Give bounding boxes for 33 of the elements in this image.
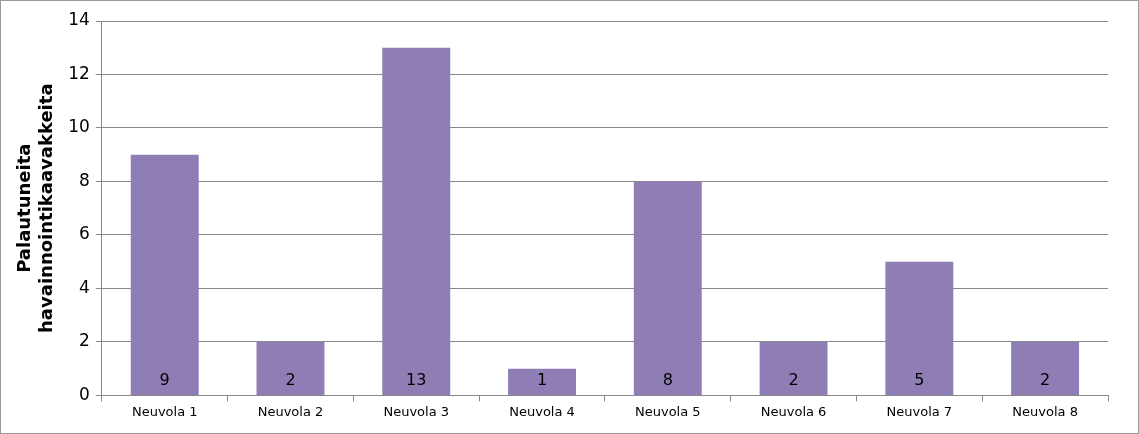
bar xyxy=(130,154,199,395)
bar xyxy=(1011,341,1080,395)
y-tick-label: 12 xyxy=(68,62,90,83)
x-tick-label: Neuvola 2 xyxy=(257,403,324,419)
y-tick-label: 6 xyxy=(79,223,90,244)
bar xyxy=(256,341,325,395)
y-tick-label: 4 xyxy=(79,276,90,297)
bar xyxy=(885,261,954,395)
x-tick-label: Neuvola 5 xyxy=(635,403,701,419)
y-tick-label: 8 xyxy=(79,169,90,190)
x-tick-label: Neuvola 7 xyxy=(886,403,953,419)
y-tick-label: 10 xyxy=(68,116,90,137)
data-label: 2 xyxy=(788,370,799,390)
data-label: 2 xyxy=(1040,370,1051,390)
data-label: 5 xyxy=(914,370,925,390)
x-tick-label: Neuvola 3 xyxy=(383,403,450,419)
bar xyxy=(759,341,828,395)
y-axis-title: Palautuneita havainnointikaavakkeita xyxy=(13,83,57,333)
x-tick-label: Neuvola 6 xyxy=(760,403,827,419)
y-tick-label: 0 xyxy=(79,383,90,404)
bar xyxy=(508,368,576,395)
x-tick-label: Neuvola 4 xyxy=(509,403,575,419)
y-tick-label: 2 xyxy=(79,330,90,351)
bar xyxy=(382,47,451,395)
data-label: 8 xyxy=(662,370,673,390)
data-label: 2 xyxy=(285,370,296,390)
data-label: 1 xyxy=(536,370,548,390)
y-tick-label: 14 xyxy=(68,9,90,30)
data-label: 13 xyxy=(406,370,427,390)
x-tick-label: Neuvola 1 xyxy=(131,403,198,419)
data-label: 9 xyxy=(159,370,170,390)
bar xyxy=(633,181,702,395)
x-tick-label: Neuvola 8 xyxy=(1012,403,1078,419)
